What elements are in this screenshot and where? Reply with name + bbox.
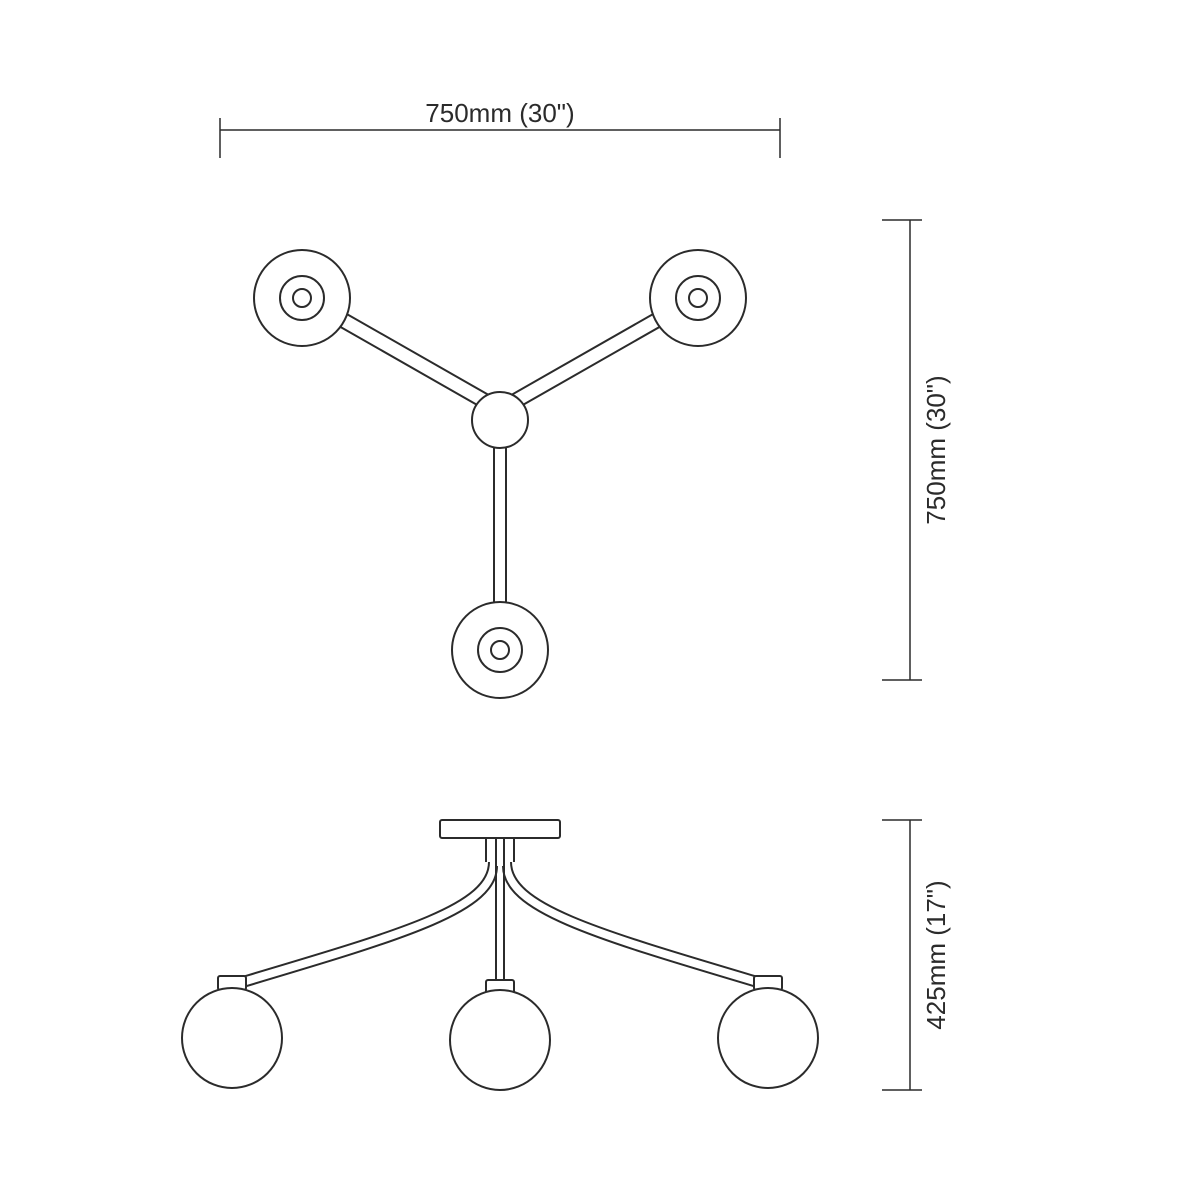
ceiling-plate bbox=[440, 820, 560, 838]
center-hub bbox=[472, 392, 528, 448]
dimension-height: 425mm (17") bbox=[882, 820, 951, 1090]
globe-middle bbox=[450, 990, 550, 1090]
arm-1 bbox=[254, 250, 494, 410]
height-label: 425mm (17") bbox=[921, 880, 951, 1029]
globe-left bbox=[182, 988, 282, 1088]
depth-label: 750mm (30") bbox=[921, 375, 951, 524]
arm-2 bbox=[506, 250, 746, 410]
globe-2 bbox=[650, 250, 746, 346]
width-label: 750mm (30") bbox=[425, 98, 574, 128]
dimension-width: 750mm (30") bbox=[220, 98, 780, 158]
globe-right bbox=[718, 988, 818, 1088]
arm-right bbox=[511, 862, 768, 980]
elevation-view bbox=[182, 820, 818, 1090]
plan-view bbox=[254, 250, 746, 698]
arm-3 bbox=[452, 440, 548, 698]
arm-left bbox=[232, 862, 489, 980]
technical-drawing: 750mm (30") 750mm (30") 425mm (17") bbox=[0, 0, 1200, 1200]
globe-1 bbox=[254, 250, 350, 346]
dimension-depth: 750mm (30") bbox=[882, 220, 951, 680]
globe-3 bbox=[452, 602, 548, 698]
